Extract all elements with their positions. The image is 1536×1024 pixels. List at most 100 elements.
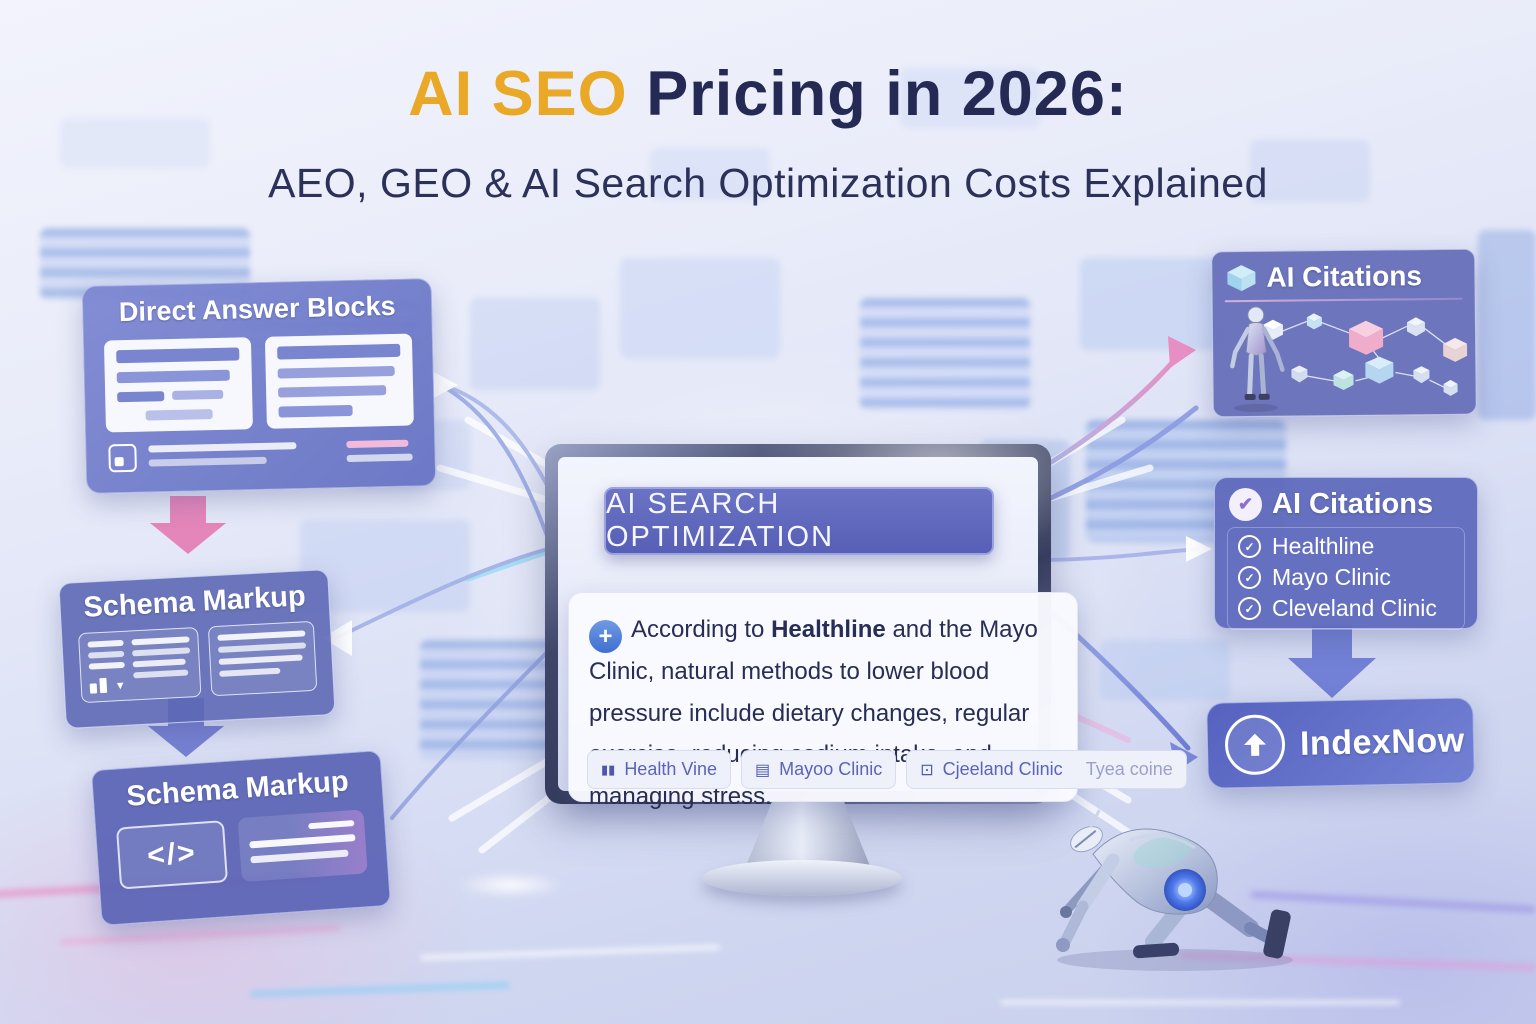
page-subtitle: AEO, GEO & AI Search Optimization Costs … xyxy=(268,160,1268,206)
placeholder-line xyxy=(249,834,356,849)
placeholder-line xyxy=(88,650,125,659)
heart-icon: ▼ xyxy=(114,679,127,693)
thumbnail-icon xyxy=(108,443,137,473)
card-icon: ⊡ xyxy=(920,761,934,779)
background-tile xyxy=(470,298,600,390)
citation-label: Cleveland Clinic xyxy=(1272,595,1437,621)
placeholder-line xyxy=(131,647,190,657)
placeholder-line xyxy=(277,365,395,379)
source-label: Cjeeland Clinic xyxy=(942,759,1063,779)
source-extra-label: Tyea coine xyxy=(1085,759,1173,779)
placeholder-line xyxy=(145,409,214,421)
background-tile xyxy=(620,258,780,358)
placeholder-line xyxy=(133,669,189,679)
placeholder-line xyxy=(250,849,349,864)
background-tile xyxy=(1080,258,1230,350)
answer-prefix: According to xyxy=(631,616,772,643)
floor-streak xyxy=(455,872,565,898)
placeholder-line xyxy=(87,639,124,648)
background-tile xyxy=(1478,230,1536,420)
placeholder-line xyxy=(148,456,267,467)
floor-streak xyxy=(249,981,511,998)
standing-robot-illustration xyxy=(1230,306,1285,412)
source-label: Health Vine xyxy=(624,759,718,779)
source-button-cleveland-clinic[interactable]: ⊡ Cjeeland Clinic Tyea coine xyxy=(906,750,1187,789)
answer-block-footer xyxy=(108,438,413,473)
card-title: IndexNow xyxy=(1299,720,1465,763)
citation-label: Mayo Clinic xyxy=(1272,564,1391,590)
answer-block-panel xyxy=(103,337,253,433)
answer-source-bold: Healthline xyxy=(771,616,886,643)
citation-label: Healthline xyxy=(1272,533,1375,559)
placeholder-line xyxy=(346,453,413,463)
placeholder-line xyxy=(217,642,307,653)
schema-markup-card-top: Schema Markup ▼ xyxy=(58,569,336,729)
schema-panel: ▼ xyxy=(78,626,202,704)
ai-citations-list-card: ✔ AI Citations ✓ Healthline ✓ Mayo Clini… xyxy=(1214,477,1478,630)
card-title: Schema Markup xyxy=(82,580,307,624)
placeholder-line xyxy=(277,343,401,360)
source-button-healthline[interactable]: ▮▮ Health Vine xyxy=(587,750,732,789)
background-tile xyxy=(40,228,250,300)
citation-item-healthline: ✓ Healthline xyxy=(1238,533,1454,560)
citation-item-cleveland-clinic: ✓ Cleveland Clinic xyxy=(1238,595,1454,622)
answer-block-panels xyxy=(103,333,414,433)
ai-answer-card: + According to Healthline and the Mayo Cl… xyxy=(568,592,1187,810)
placeholder-line xyxy=(278,404,353,418)
placeholder-line xyxy=(218,654,303,665)
floor-streak xyxy=(420,944,720,961)
schema-panel xyxy=(237,809,368,883)
check-circle-icon: ✓ xyxy=(1238,535,1261,558)
placeholder-line xyxy=(116,347,240,364)
source-label: Mayoo Clinic xyxy=(779,759,883,779)
check-circle-icon: ✓ xyxy=(1238,597,1261,620)
card-title: Schema Markup xyxy=(125,765,350,813)
cube-icon xyxy=(1227,265,1256,292)
schema-panel xyxy=(207,620,318,697)
plus-icon: + xyxy=(589,620,622,654)
building-icon: ▤ xyxy=(755,761,771,779)
background-tile xyxy=(900,68,1040,128)
citation-item-mayo-clinic: ✓ Mayo Clinic xyxy=(1238,564,1454,591)
source-button-mayo-clinic[interactable]: ▤ Mayoo Clinic xyxy=(741,750,897,789)
background-tile xyxy=(1100,640,1230,700)
crouching-robot-illustration xyxy=(1056,809,1293,971)
answer-block-panel xyxy=(264,333,414,429)
title-accent: AI SEO xyxy=(408,59,628,129)
floor-streak xyxy=(1000,1000,1400,1005)
schema-markup-card-bottom: Schema Markup </> xyxy=(90,750,392,926)
placeholder-line xyxy=(117,391,165,403)
floor-streak xyxy=(60,924,340,946)
placeholder-line xyxy=(116,369,231,384)
placeholder-line xyxy=(132,658,186,668)
upload-arrow-icon xyxy=(1224,714,1286,776)
down-arrow-pink xyxy=(150,496,226,554)
title-rest: Pricing in 2026: xyxy=(627,59,1128,129)
check-circle-icon: ✓ xyxy=(1238,566,1261,589)
cyan-speed-line xyxy=(464,544,560,582)
placeholder-line xyxy=(218,667,281,677)
schema-panels: ▼ xyxy=(78,620,318,704)
placeholder-line xyxy=(171,389,224,400)
background-tile xyxy=(860,298,1030,410)
ai-citations-graph-card: AI Citations xyxy=(1211,248,1477,418)
citation-source-list: ✓ Healthline ✓ Mayo Clinic ✓ Cleveland C… xyxy=(1227,527,1465,630)
page-title: AI SEO Pricing in 2026: xyxy=(0,58,1536,130)
people-icon: ▮▮ xyxy=(601,761,616,777)
source-buttons-row: ▮▮ Health Vine ▤ Mayoo Clinic ⊡ Cjeeland… xyxy=(587,750,1187,789)
placeholder-line xyxy=(88,661,125,670)
network-cubes xyxy=(1262,313,1468,396)
placeholder-line xyxy=(308,820,355,830)
direct-answer-blocks-card: Direct Answer Blocks xyxy=(81,278,437,494)
monitor-base xyxy=(702,860,902,896)
background-tile xyxy=(60,118,210,168)
placeholder-line xyxy=(216,630,306,641)
down-arrow-blue xyxy=(1288,626,1376,698)
card-title: Direct Answer Blocks xyxy=(118,290,396,328)
bar-chart-icon xyxy=(89,683,98,694)
placeholder-line xyxy=(278,385,387,398)
search-optimization-banner: AI SEARCH OPTIMIZATION xyxy=(604,487,994,555)
check-badge-icon: ✔ xyxy=(1229,488,1262,521)
background-tile xyxy=(650,148,770,200)
